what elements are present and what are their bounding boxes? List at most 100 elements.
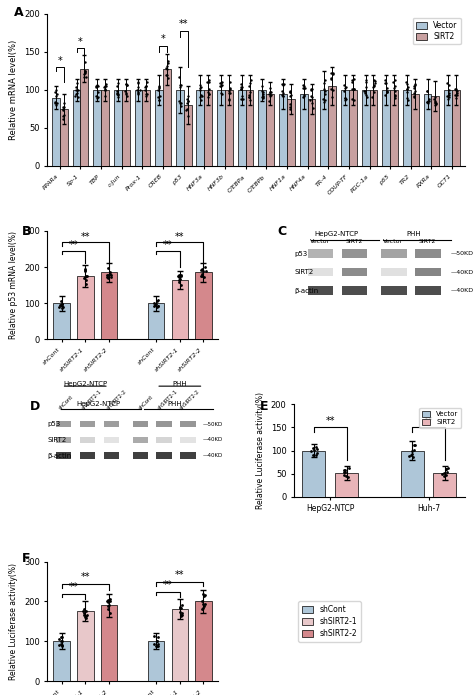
Text: **: ** bbox=[175, 231, 184, 242]
Point bbox=[153, 635, 161, 646]
Point bbox=[83, 610, 91, 621]
Point bbox=[204, 91, 212, 102]
Point bbox=[206, 74, 213, 85]
Bar bbox=[135, 90, 142, 166]
Point bbox=[82, 275, 90, 286]
Point bbox=[278, 85, 286, 96]
Point bbox=[341, 92, 349, 104]
Point bbox=[259, 85, 266, 97]
Point bbox=[81, 272, 88, 283]
Y-axis label: Relative Luciferase activity(%): Relative Luciferase activity(%) bbox=[256, 392, 265, 509]
Point bbox=[431, 97, 438, 108]
Point bbox=[405, 450, 413, 461]
Point bbox=[199, 269, 206, 280]
Bar bbox=[246, 90, 254, 166]
Point bbox=[155, 95, 163, 106]
Point bbox=[200, 600, 208, 611]
Point bbox=[150, 300, 158, 311]
Text: *: * bbox=[78, 37, 83, 47]
Point bbox=[164, 69, 171, 80]
Bar bbox=[142, 90, 150, 166]
Point bbox=[73, 78, 81, 89]
Point bbox=[425, 95, 433, 106]
Point bbox=[403, 83, 410, 95]
Point bbox=[445, 94, 452, 105]
Point bbox=[141, 81, 149, 92]
Point bbox=[410, 82, 417, 93]
Point bbox=[107, 267, 114, 278]
Text: shSIRT2-1: shSIRT2-1 bbox=[157, 389, 179, 411]
Point bbox=[123, 89, 130, 100]
Point bbox=[350, 94, 358, 105]
Point bbox=[453, 85, 460, 97]
Bar bbox=[390, 90, 398, 166]
Point bbox=[101, 85, 109, 96]
Bar bbox=[403, 90, 411, 166]
Point bbox=[178, 610, 185, 621]
Bar bbox=[452, 90, 460, 166]
Bar bbox=[433, 473, 456, 497]
Point bbox=[135, 87, 142, 98]
Point bbox=[328, 74, 335, 85]
Point bbox=[409, 451, 417, 462]
Point bbox=[52, 85, 60, 96]
Bar bbox=[266, 94, 274, 166]
Point bbox=[362, 85, 369, 97]
Point bbox=[58, 641, 66, 652]
Point bbox=[383, 85, 391, 96]
Point bbox=[391, 82, 398, 93]
Point bbox=[288, 89, 295, 100]
Bar bbox=[60, 109, 68, 166]
Point bbox=[321, 74, 329, 85]
Bar bbox=[122, 90, 129, 166]
Text: —40KD: —40KD bbox=[202, 453, 223, 458]
Point bbox=[278, 79, 286, 90]
Text: C: C bbox=[277, 225, 286, 238]
Text: shSIRT2-1: shSIRT2-1 bbox=[81, 389, 103, 411]
Point bbox=[74, 92, 82, 103]
Point bbox=[278, 89, 286, 100]
Point bbox=[81, 272, 89, 283]
Text: Vector: Vector bbox=[383, 239, 403, 244]
Point bbox=[238, 81, 246, 92]
Point bbox=[103, 270, 111, 281]
Point bbox=[286, 87, 294, 98]
Point bbox=[246, 80, 253, 91]
Point bbox=[310, 442, 317, 453]
Point bbox=[197, 81, 205, 92]
Text: B: B bbox=[22, 225, 31, 238]
Point bbox=[82, 265, 89, 276]
Point bbox=[155, 83, 163, 94]
Point bbox=[216, 80, 224, 91]
Point bbox=[320, 77, 328, 88]
Point bbox=[199, 270, 206, 281]
Point bbox=[60, 111, 67, 122]
Point bbox=[106, 599, 113, 610]
Point bbox=[410, 440, 418, 451]
Point bbox=[446, 85, 453, 96]
Point bbox=[155, 81, 163, 92]
Point bbox=[94, 81, 102, 92]
Point bbox=[440, 470, 448, 481]
Text: A: A bbox=[14, 6, 24, 19]
Point bbox=[341, 83, 349, 94]
Bar bbox=[349, 90, 357, 166]
Point bbox=[92, 90, 100, 101]
Point bbox=[424, 97, 431, 108]
Point bbox=[392, 74, 399, 85]
Point bbox=[59, 301, 66, 312]
Point bbox=[443, 90, 451, 101]
Point bbox=[452, 83, 459, 95]
Point bbox=[199, 265, 207, 277]
Point bbox=[310, 450, 317, 461]
Point bbox=[198, 596, 206, 607]
Point bbox=[142, 80, 150, 91]
Bar bbox=[163, 70, 171, 166]
Point bbox=[57, 295, 65, 306]
Y-axis label: Relative Luciferase activity(%): Relative Luciferase activity(%) bbox=[9, 563, 18, 680]
Point bbox=[392, 92, 399, 104]
Point bbox=[237, 93, 245, 104]
Point bbox=[267, 90, 275, 101]
Point bbox=[226, 95, 233, 106]
Point bbox=[340, 469, 348, 480]
